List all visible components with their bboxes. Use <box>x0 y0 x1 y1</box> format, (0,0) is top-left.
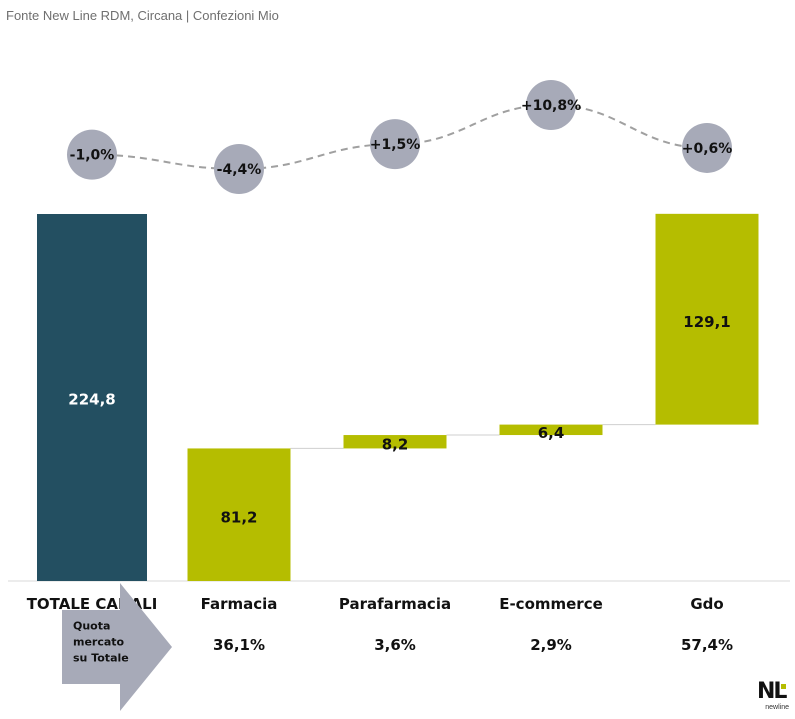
bar-e-commerce <box>499 424 603 436</box>
growth-bubble <box>682 122 732 173</box>
category-label: E-commerce <box>499 595 603 613</box>
category-label: Parafarmacia <box>339 595 451 613</box>
growth-label: -1,0% <box>70 148 115 164</box>
bar-value-label: 129,1 <box>683 313 730 331</box>
share-value: 36,1% <box>213 636 265 654</box>
growth-bubble <box>214 144 264 194</box>
bar-farmacia <box>187 448 291 581</box>
share-title-line: Quota <box>73 620 110 633</box>
share-title-line: mercato <box>73 636 125 649</box>
logo-wordmark: newline <box>765 704 789 711</box>
bar-value-label: 224,8 <box>68 391 115 409</box>
growth-label: +10,8% <box>521 98 581 114</box>
newline-logo: NL newline <box>757 680 791 714</box>
bar-value-label: 81,2 <box>220 509 257 527</box>
chart-source-note: Fonte New Line RDM, Circana | Confezioni… <box>6 8 279 23</box>
category-label: Farmacia <box>201 595 278 613</box>
bar-totale-canali <box>37 214 147 581</box>
growth-bubble <box>370 119 420 170</box>
growth-label: +0,6% <box>682 141 733 157</box>
logo-square <box>781 684 786 689</box>
share-value: 3,6% <box>374 636 416 654</box>
logo-mark: NL <box>757 679 787 704</box>
growth-label: -4,4% <box>217 162 262 178</box>
bar-value-label: 8,2 <box>382 436 409 454</box>
share-arrow <box>62 583 172 711</box>
growth-label: +1,5% <box>370 137 421 153</box>
share-value: 2,9% <box>530 636 572 654</box>
bar-gdo <box>655 213 759 425</box>
growth-bubble <box>67 129 117 180</box>
growth-bubble <box>526 80 576 130</box>
category-label: Gdo <box>690 595 723 613</box>
share-value: 57,4% <box>681 636 733 654</box>
bar-value-label: 6,4 <box>538 424 565 442</box>
bar-parafarmacia <box>343 435 447 449</box>
share-title-line: su Totale <box>73 652 129 665</box>
